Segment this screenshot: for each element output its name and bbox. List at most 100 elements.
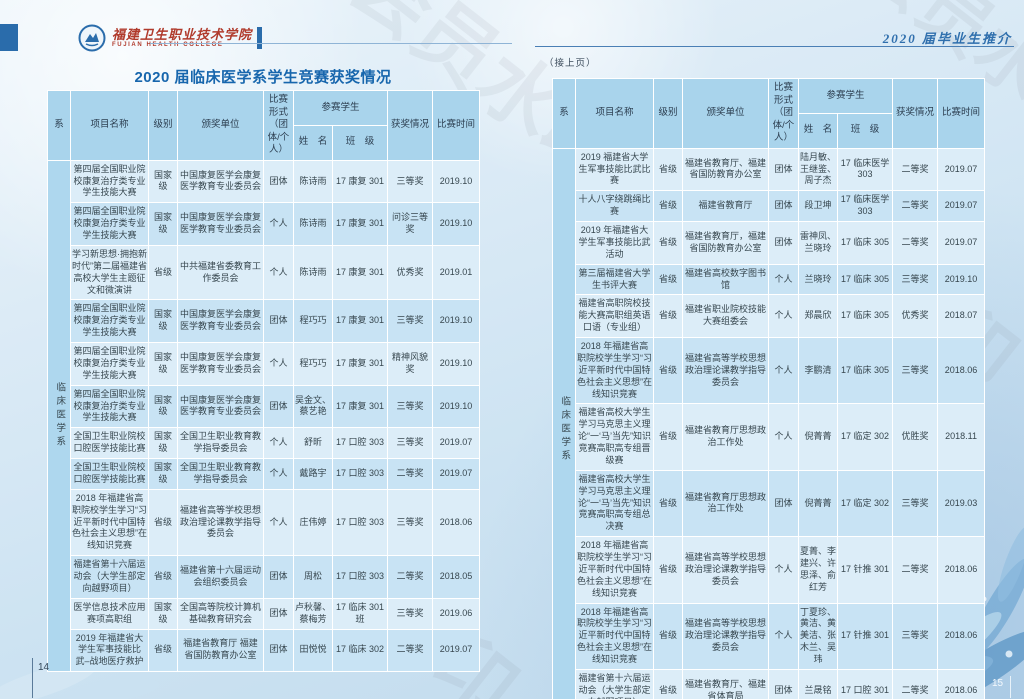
form-cell: 个人 xyxy=(263,342,294,386)
table-row: 临床医学系 第四届全国职业院校康复治疗类专业学生技能大赛 国家级 中国康复医学会康复医… xyxy=(47,159,481,673)
unit-cell: 中国康复医学会康复医学教育专业委员会 xyxy=(177,202,264,246)
time-cell: 2019.10 xyxy=(937,263,986,296)
col-header-award: 获奖情况 xyxy=(387,90,434,161)
level-cell: 省级 xyxy=(148,628,178,673)
project-cell: 医学信息技术应用赛项高职组 xyxy=(70,597,149,630)
level-cell: 省级 xyxy=(653,337,683,405)
unit-cell: 福建省职业院校技能大赛组委会 xyxy=(682,294,769,339)
time-cell: 2018.06 xyxy=(937,668,986,699)
project-cell: 福建省第十六届运动会（大学生部定向越野项目） xyxy=(70,555,149,599)
project-cell: 第四届全国职业院校康复治疗类专业学生技能大赛 xyxy=(70,159,149,204)
form-cell: 团体 xyxy=(768,190,799,223)
department-label: 临床医学系 xyxy=(552,147,576,699)
table-row: 临床医学系 2019 福建省大学生军事技能比武比赛 省级 福建省教育厅、福建省国防教育… xyxy=(552,147,986,699)
table-header: 系 项目名称 级别 颁奖单位 比赛形式（团体/个人） 参赛学生 获奖情况 比赛时… xyxy=(47,90,481,161)
level-cell: 省级 xyxy=(653,469,683,538)
student-class-cell: 17 康复 301 xyxy=(331,159,389,204)
student-class-cell: 17 康复 301 xyxy=(331,244,389,301)
table-row: 第四届全国职业院校康复治疗类专业学生技能大赛 国家级 中国康复医学会康复医学教育专业… xyxy=(48,342,481,386)
unit-cell: 福建省教育厅思想政治工作处 xyxy=(682,403,769,471)
student-class-cell: 17 针推 301 xyxy=(836,536,894,604)
col-header-time: 比赛时间 xyxy=(432,90,481,161)
level-cell: 省级 xyxy=(653,536,683,604)
table-row: 2018 年福建省高职院校学生学习“习近平新时代中国特色社会主义思想”在线知识竞… xyxy=(553,337,986,405)
col-header-students: 参赛学生 xyxy=(797,78,894,114)
col-header-form: 比赛形式（团体/个人） xyxy=(263,90,294,161)
student-name-cell: 倪菁菁 xyxy=(798,403,838,471)
awards-table-left: 系 项目名称 级别 颁奖单位 比赛形式（团体/个人） 参赛学生 获奖情况 比赛时… xyxy=(47,90,481,673)
level-cell: 国家级 xyxy=(148,597,178,630)
level-cell: 省级 xyxy=(653,403,683,471)
col-header-unit: 颁奖单位 xyxy=(682,78,769,149)
unit-cell: 福建省高等学校思想政治理论课教学指导委员会 xyxy=(682,337,769,405)
form-cell: 个人 xyxy=(263,202,294,246)
table-row: 福建省第十六届运动会（大学生部定向越野项目） 省级 福建省第十六届运动会组织委员会团… xyxy=(48,555,481,599)
form-cell: 团体 xyxy=(263,555,294,599)
form-cell: 个人 xyxy=(768,263,799,296)
college-name-zh: 福建卫生职业技术学院 xyxy=(112,26,253,42)
unit-cell: 全国卫生职业教育教学指导委员会 xyxy=(177,427,264,460)
project-cell: 第四届全国职业院校康复治疗类专业学生技能大赛 xyxy=(70,342,149,386)
student-name-cell: 程巧巧 xyxy=(293,342,333,386)
time-cell: 2018.06 xyxy=(937,536,986,604)
col-header-award: 获奖情况 xyxy=(892,78,939,149)
header-rule-left xyxy=(150,43,512,44)
project-cell: 2018 年福建省高职院校学生学习“习近平新时代中国特色社会主义思想”在线知识竞… xyxy=(70,488,149,557)
time-cell: 2019.01 xyxy=(432,244,481,301)
table-row: 福建省第十六届运动会（大学生部定向越野项目）省级福建省教育厅、福建省体育局团体兰… xyxy=(553,668,986,699)
form-cell: 个人 xyxy=(768,602,799,670)
time-cell: 2018.07 xyxy=(937,294,986,339)
form-cell: 团体 xyxy=(263,628,294,673)
level-cell: 国家级 xyxy=(148,458,178,490)
student-class-cell: 17 口腔 303 xyxy=(331,458,389,490)
student-class-cell: 17 临床 301 班 xyxy=(331,597,389,630)
award-cell: 问诊三等奖 xyxy=(387,202,434,246)
student-name-cell: 舒昕 xyxy=(293,427,333,460)
student-name-cell: 吴金文、蔡艺艳 xyxy=(293,384,333,429)
unit-cell: 福建省教育厅、福建省体育局 xyxy=(682,668,769,699)
award-cell: 二等奖 xyxy=(892,190,939,223)
project-cell: 学习新思想·拥抱新时代”第二届福建省高校大学生主题征文和微演讲 xyxy=(70,244,149,301)
form-cell: 个人 xyxy=(768,403,799,471)
student-class-cell: 17 临床 305 xyxy=(836,337,894,405)
table-row: 医学信息技术应用赛项高职组 国家级 全国高等院校计算机基础教育研究会 团体 卢秋馨、蔡梅… xyxy=(48,597,481,630)
col-header-unit: 颁奖单位 xyxy=(177,90,264,161)
project-cell: 第四届全国职业院校康复治疗类专业学生技能大赛 xyxy=(70,202,149,246)
project-cell: 第三届福建省大学生书评大赛 xyxy=(575,263,654,296)
form-cell: 团体 xyxy=(263,384,294,429)
project-cell: 2019 年福建省大学生军事技能比武–战地医疗救护 xyxy=(70,628,149,673)
time-cell: 2018.06 xyxy=(937,337,986,405)
time-cell: 2019.07 xyxy=(937,190,986,223)
time-cell: 2019.03 xyxy=(937,469,986,538)
unit-cell: 福建省教育厅，福建省国防教育办公室 xyxy=(682,221,769,265)
corner-accent xyxy=(0,24,18,51)
form-cell: 个人 xyxy=(263,458,294,490)
student-class-cell: 17 康复 301 xyxy=(331,202,389,246)
table-header: 系 项目名称 级别 颁奖单位 比赛形式（团体/个人） 参赛学生 获奖情况 比赛时… xyxy=(552,78,986,149)
form-cell: 个人 xyxy=(263,244,294,301)
student-class-cell: 17 康复 301 xyxy=(331,342,389,386)
project-cell: 2018 年福建省高职院校学生学习“习近平新时代中国特色社会主义思想”在线知识竞… xyxy=(575,337,654,405)
awards-table-right: 系 项目名称 级别 颁奖单位 比赛形式（团体/个人） 参赛学生 获奖情况 比赛时… xyxy=(552,78,986,699)
form-cell: 团体 xyxy=(263,299,294,344)
level-cell: 省级 xyxy=(148,244,178,301)
student-class-cell: 17 临床 305 xyxy=(836,294,894,339)
col-header-dept: 系 xyxy=(47,90,71,161)
level-cell: 国家级 xyxy=(148,202,178,246)
level-cell: 国家级 xyxy=(148,159,178,204)
award-cell: 二等奖 xyxy=(892,221,939,265)
table-row: 2019 年福建省大学生军事技能比武活动 省级 福建省教育厅，福建省国防教育办公室团… xyxy=(553,221,986,265)
award-cell: 三等奖 xyxy=(387,384,434,429)
time-cell: 2018.06 xyxy=(432,488,481,557)
time-cell: 2018.05 xyxy=(432,555,481,599)
table-row: 第三届福建省大学生书评大赛 省级 福建省高校数字图书馆 个人 兰晓玲 17 临床 305 三… xyxy=(553,263,986,296)
level-cell: 国家级 xyxy=(148,384,178,429)
time-cell: 2018.11 xyxy=(937,403,986,471)
unit-cell: 福建省教育厅 xyxy=(682,190,769,223)
student-name-cell: 李鹏清 xyxy=(798,337,838,405)
award-cell: 三等奖 xyxy=(387,159,434,204)
unit-cell: 福建省第十六届运动会组织委员会 xyxy=(177,555,264,599)
table-row: 2018 年福建省高职院校学生学习“习近平新时代中国特色社会主义思想”在线知识竞… xyxy=(553,536,986,604)
unit-cell: 中国康复医学会康复医学教育专业委员会 xyxy=(177,342,264,386)
